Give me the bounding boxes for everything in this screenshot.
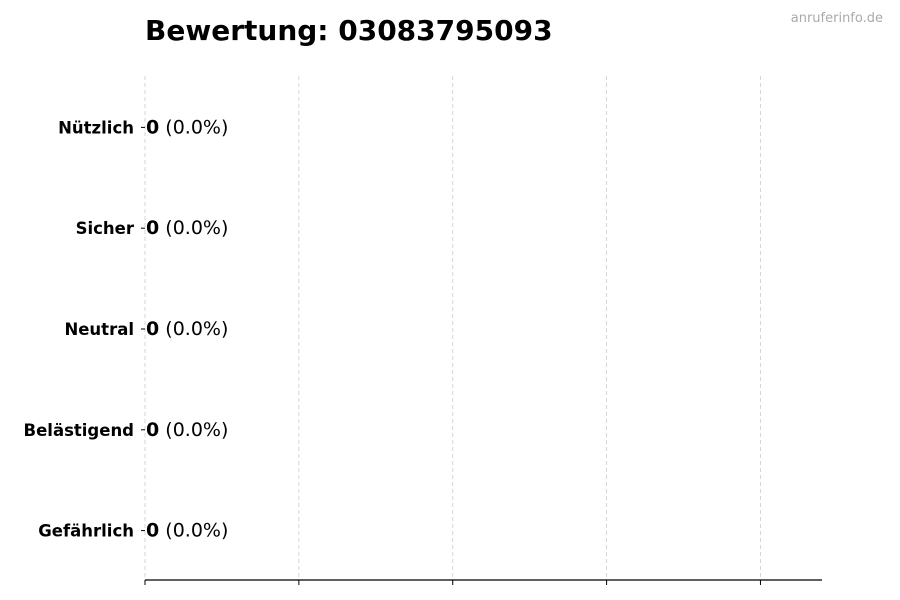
value-label: 0 [146, 520, 159, 542]
gridlines [144, 76, 761, 580]
watermark: anruferinfo.de [791, 11, 883, 26]
value-label: 0 [146, 217, 159, 239]
data-label: 0 (0.0%) [146, 520, 228, 542]
data-label: 0 (0.0%) [146, 217, 228, 239]
chart-title: Bewertung: 03083795093 [145, 14, 553, 47]
data-label: 0 (0.0%) [146, 318, 228, 340]
percent-label: (0.0%) [165, 419, 228, 441]
category-label: Sicher [76, 219, 135, 238]
percent-label: (0.0%) [165, 520, 228, 542]
data-label: 0 (0.0%) [146, 116, 228, 138]
value-label: 0 [146, 116, 159, 138]
category-label: Nützlich [58, 118, 134, 137]
value-label: 0 [146, 419, 159, 441]
percent-label: (0.0%) [165, 116, 228, 138]
percent-label: (0.0%) [165, 217, 228, 239]
x-ticks [144, 580, 761, 585]
category-label: Neutral [64, 320, 134, 339]
data-label: 0 (0.0%) [146, 419, 228, 441]
category-label: Belästigend [24, 421, 134, 440]
category-label: Gefährlich [38, 522, 134, 541]
percent-label: (0.0%) [165, 318, 228, 340]
value-label: 0 [146, 318, 159, 340]
labels: Nützlich 0 (0.0%) Sicher 0 (0.0%) Neutral 0 (… [24, 116, 229, 541]
